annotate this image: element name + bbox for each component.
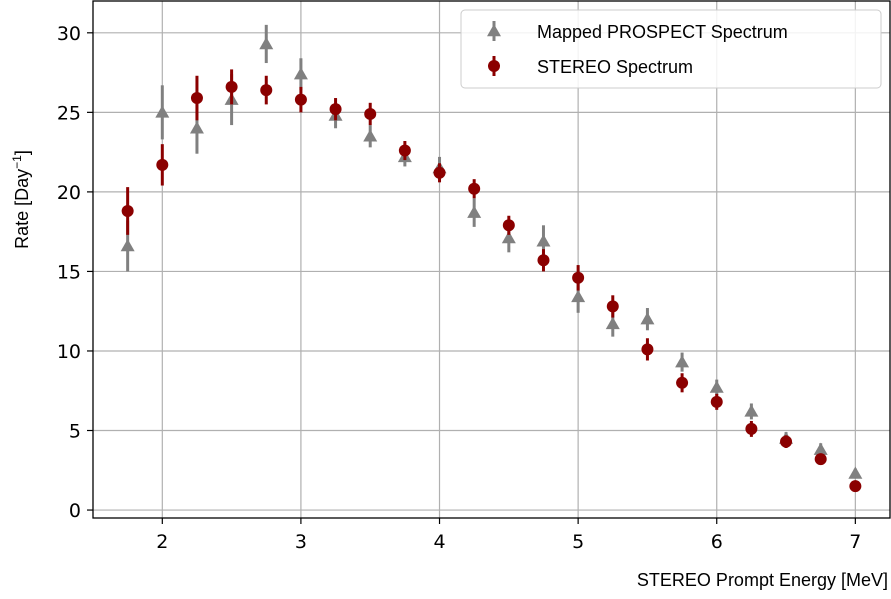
data-point [156, 158, 169, 171]
legend-box [460, 9, 882, 89]
data-marks [120, 24, 863, 493]
data-point [398, 144, 411, 157]
legend-marker [487, 24, 501, 37]
data-point [433, 166, 446, 179]
data-point [641, 343, 654, 356]
y-tick-label: 5 [69, 421, 81, 443]
legend-label: STEREO Spectrum [537, 57, 693, 77]
data-point [572, 271, 585, 284]
x-tick-label: 7 [849, 531, 861, 553]
data-point [571, 289, 586, 303]
data-point [813, 442, 828, 455]
data-point [190, 92, 203, 105]
data-point [189, 121, 204, 134]
data-point [467, 205, 482, 218]
data-point [363, 129, 378, 142]
data-point [225, 80, 238, 93]
data-point [536, 234, 551, 247]
x-axis-label: STEREO Prompt Energy [MeV] [637, 570, 888, 590]
data-point [710, 395, 723, 408]
data-point [606, 300, 619, 313]
data-point [329, 103, 342, 116]
y-axis-label: Rate [Day−1] [10, 150, 32, 249]
y-tick-label: 20 [57, 182, 81, 204]
data-point [155, 105, 170, 118]
data-point [293, 67, 308, 80]
x-tick-label: 3 [295, 531, 307, 553]
data-point [259, 36, 274, 50]
y-axis-label-bracket: ] [12, 150, 32, 155]
data-point [294, 93, 307, 106]
axis-ticks: 2 3 4 5 6 7 0 5 10 15 20 25 30 [57, 23, 862, 553]
y-tick-label: 10 [57, 341, 81, 363]
data-point [121, 204, 134, 217]
data-point [502, 219, 515, 232]
legend-label: Mapped PROSPECT Spectrum [537, 22, 788, 42]
data-point [709, 380, 724, 393]
x-tick-label: 4 [433, 531, 445, 553]
x-tick-label: 5 [572, 531, 584, 553]
data-point [744, 404, 759, 417]
data-point [848, 466, 863, 479]
data-point [501, 231, 516, 244]
legend-marker [488, 60, 500, 72]
y-tick-label: 25 [57, 102, 81, 124]
plot-frame [92, 0, 891, 519]
data-point [814, 453, 827, 466]
y-axis-label-superscript: −1 [10, 155, 24, 169]
data-point [605, 316, 620, 330]
series-2 [121, 69, 862, 493]
data-point [537, 254, 550, 267]
data-point [675, 355, 690, 368]
data-point [364, 107, 377, 120]
y-tick-label: 15 [57, 261, 81, 283]
x-tick-label: 2 [156, 531, 168, 553]
data-point [849, 480, 862, 493]
data-point [468, 182, 481, 195]
data-point [640, 312, 655, 325]
data-point [120, 238, 135, 252]
legend: Mapped PROSPECT Spectrum STEREO Spectrum [460, 9, 882, 89]
data-point [676, 376, 689, 389]
y-axis-label-text: Rate [Day [12, 169, 32, 249]
data-point [745, 422, 758, 435]
data-point [780, 435, 793, 448]
y-tick-label: 0 [69, 500, 81, 522]
data-point [260, 84, 273, 97]
x-tick-label: 6 [711, 531, 723, 553]
y-tick-label: 30 [57, 23, 81, 45]
